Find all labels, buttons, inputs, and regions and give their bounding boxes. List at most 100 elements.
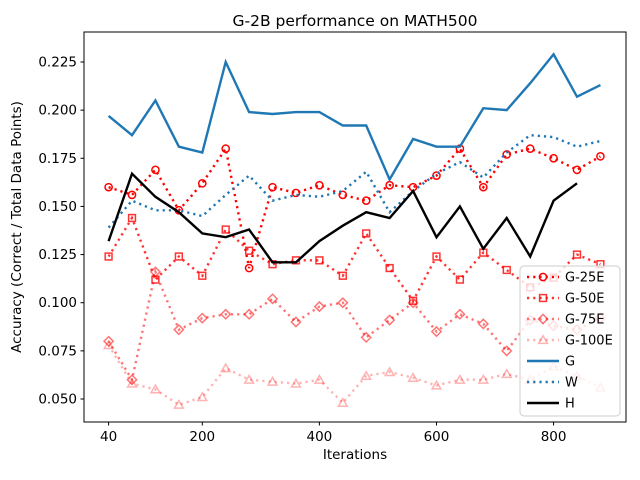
chart-title: G-2B performance on MATH500 [233,12,478,30]
legend-label-W: W [565,376,578,391]
marker-G-50E [338,271,347,280]
marker-G-75E [337,297,349,309]
series-line-W [107,133,601,229]
axis-ticks: 40 200 400 600 800 0.050 0.075 0.100 0.125 0.150 0… [38,55,566,446]
axes-frame [83,31,627,423]
marker-G-75E [173,324,185,336]
legend-sample-marker-G-25E [538,272,548,282]
x-tick-label: 800 [541,429,567,445]
x-axis-label: Iterations [323,447,387,463]
marker-G-75E [102,335,115,347]
marker-G-25E [525,144,535,154]
legend-label-G-100E: G-100E [565,334,613,349]
legend: G-25E G-50E G-75E G-100E GWH [519,265,621,417]
marker-G-75E [383,314,396,326]
marker-G-100E [313,374,326,384]
y-tick-label: 0.075 [38,343,77,359]
marker-G-25E [338,190,348,200]
marker-G-25E [221,144,231,154]
legend-item-G-75E: G-75E [527,313,605,328]
marker-G-50E [221,225,230,234]
legend-item-W: W [527,376,578,391]
y-tick-label: 0.225 [38,55,77,71]
y-tick-label: 0.150 [38,199,77,215]
y-tick-label: 0.050 [38,391,77,407]
marker-G-100E [360,370,372,381]
legend-sample-marker-G-100E [537,334,549,345]
y-tick-label: 0.200 [38,103,77,119]
series-line-H [107,171,578,264]
marker-G-100E [102,339,115,350]
legend-item-G-25E: G-25E [527,271,605,286]
legend-label-G-50E: G-50E [565,292,605,307]
legend-item-H: H [527,397,575,412]
marker-G-75E [266,293,279,305]
marker-G-25E [572,165,582,175]
marker-G-75E [360,331,372,344]
y-axis-label: Accuracy (Correct / Total Data Points) [9,101,25,353]
legend-box [519,265,621,417]
marker-G-75E [313,300,326,313]
x-tick-label: 600 [424,429,450,445]
marker-G-25E [361,196,371,206]
marker-G-50E [502,265,511,275]
marker-G-75E [220,308,232,320]
marker-G-100E [173,399,185,409]
legend-label-G: G [565,355,575,370]
marker-G-50E [385,263,394,273]
marker-G-75E [454,308,466,320]
marker-G-25E [244,263,254,273]
marker-G-25E [315,180,324,190]
marker-G-50E [432,252,441,261]
marker-G-50E [315,256,324,265]
marker-G-100E [196,391,208,402]
y-tick-label: 0.100 [38,295,77,311]
marker-G-75E [149,266,162,278]
marker-G-50E [572,250,582,259]
marker-G-25E [478,182,488,192]
marker-G-100E [149,383,162,394]
marker-G-75E [407,297,419,309]
marker-G-50E [244,246,254,255]
marker-G-25E [151,165,160,175]
marker-G-75E [126,374,138,386]
marker-G-75E [501,345,513,357]
y-tick-label: 0.125 [38,247,77,263]
marker-G-25E [127,190,137,200]
marker-G-50E [198,271,207,280]
marker-G-25E [596,152,605,161]
legend-sample-marker-G-50E [538,293,548,303]
marker-G-100E [430,379,443,390]
y-tick-label: 0.175 [38,151,77,167]
marker-G-75E [243,308,255,320]
marker-G-100E [337,397,349,407]
marker-G-100E [219,362,232,373]
series-line-G [107,52,601,183]
marker-G-75E [290,316,302,328]
marker-G-100E [243,374,255,384]
marker-G-25E [502,150,512,159]
marker-G-100E [383,366,396,377]
marker-G-100E [454,374,466,384]
series-line-G-50E [107,215,601,304]
legend-label-G-25E: G-25E [565,271,605,286]
legend-item-G-100E: G-100E [527,334,613,349]
marker-G-50E [174,252,184,261]
marker-G-50E [127,213,137,223]
marker-G-75E [477,318,489,330]
legend-sample-marker-G-75E [537,313,549,325]
legend-label-H: H [565,397,575,412]
legend-item-G-50E: G-50E [527,292,605,307]
marker-G-75E [430,325,443,338]
marker-G-25E [104,182,113,192]
marker-G-25E [549,153,558,163]
legend-item-G: G [527,355,575,370]
marker-G-100E [290,377,302,388]
series-line-G-75E [107,267,601,383]
marker-G-100E [407,372,419,382]
x-tick-label: 200 [189,429,215,445]
x-tick-label: 400 [306,429,332,445]
marker-G-50E [362,229,371,238]
x-tick-label: 40 [100,429,117,445]
